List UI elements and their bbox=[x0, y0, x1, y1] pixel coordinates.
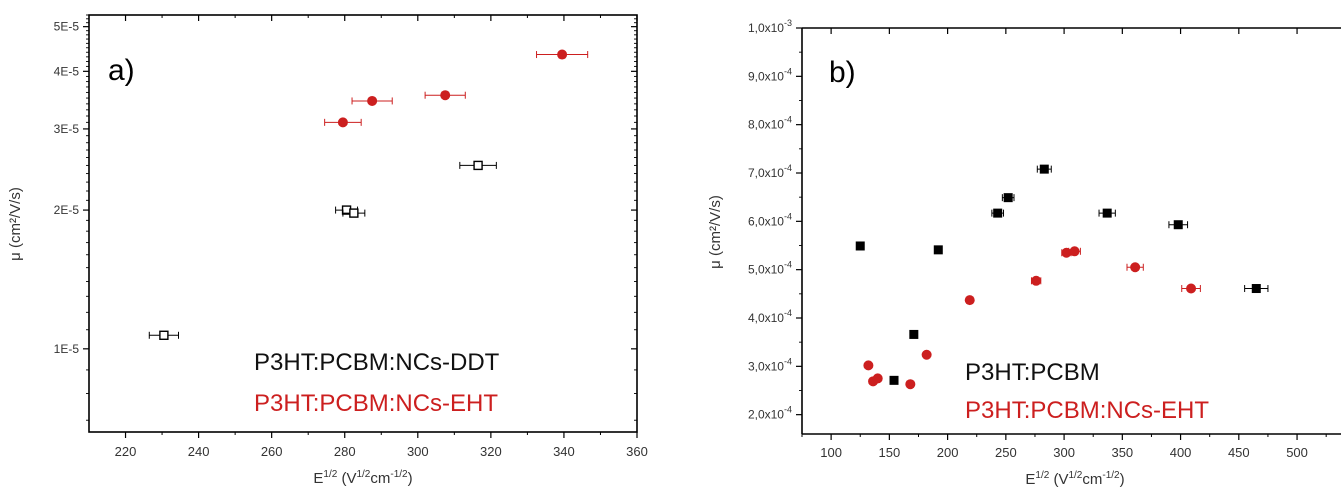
panel-b-y-tick-label: 8,0x10-4 bbox=[748, 115, 792, 132]
panel-a-y-tick-label: 3E-5 bbox=[54, 122, 80, 136]
panel-b-eht-point bbox=[1186, 283, 1197, 294]
panel-a: 220 240 260 280 300 320 340 360 1E-5 2E-5 3E-5 4E-5… bbox=[7, 14, 648, 487]
panel-a-eht-point bbox=[337, 117, 348, 128]
panel-b-x-tick-label: 400 bbox=[1170, 445, 1192, 460]
panel-b-y-tick-label: 4,0x10-4 bbox=[748, 308, 792, 325]
panel-a-eht-point bbox=[440, 90, 451, 101]
panel-b-eht-point bbox=[921, 349, 932, 360]
panel-b-p3ht-pcbm-point bbox=[993, 208, 1003, 218]
panel-b-legend-eht: P3HT:PCBM:NCs-EHT bbox=[965, 397, 1209, 424]
panel-a-ticks: 220 240 260 280 300 320 340 360 1E-5 2E-5 3E-5 4E-5… bbox=[54, 14, 648, 459]
panel-b-p3ht-pcbm-point bbox=[1102, 208, 1112, 218]
panel-b-label: b) bbox=[829, 56, 856, 89]
panel-b-p3ht-pcbm-point bbox=[1003, 193, 1013, 203]
panel-b-eht-point bbox=[1130, 262, 1141, 273]
panel-a-y-axis-label: μ (cm²/V/s) bbox=[7, 187, 24, 261]
panel-b-eht-point bbox=[872, 373, 883, 384]
panel-a-y-tick-label: 5E-5 bbox=[54, 20, 80, 34]
panel-b-p3ht-pcbm-point bbox=[933, 245, 943, 255]
panel-b-y-tick-label: 5,0x10-4 bbox=[748, 260, 792, 277]
panel-a-x-tick-label: 240 bbox=[188, 444, 210, 459]
panel-b-x-tick-label: 100 bbox=[820, 445, 842, 460]
panel-b-ticks: 100 150 200 250 300 350 400 450 500 2,0x10-4 3,0x1… bbox=[748, 18, 1327, 460]
panel-b: 100 150 200 250 300 350 400 450 500 2,0x10-4 3,0x1… bbox=[707, 18, 1341, 488]
panel-a-eht-point bbox=[557, 49, 568, 60]
panel-b-eht-point bbox=[1069, 246, 1080, 257]
panel-b-y-tick-label: 2,0x10-4 bbox=[748, 405, 792, 422]
panel-b-legend-p3ht-pcbm: P3HT:PCBM bbox=[965, 359, 1100, 386]
panel-b-y-tick-label: 6,0x10-4 bbox=[748, 211, 792, 228]
panel-b-p3ht-pcbm-point bbox=[1173, 220, 1183, 230]
panel-a-eht-point bbox=[367, 95, 378, 106]
panel-a-y-tick-label: 4E-5 bbox=[54, 64, 80, 78]
panel-a-marks bbox=[148, 49, 589, 340]
panel-b-p3ht-pcbm-point bbox=[909, 329, 919, 339]
panel-b-p3ht-pcbm-point bbox=[889, 375, 899, 385]
panel-b-x-axis-label: E1/2 (V1/2cm-1/2) bbox=[1025, 470, 1124, 488]
panel-b-x-tick-label: 150 bbox=[879, 445, 901, 460]
panel-b-p3ht-pcbm-point bbox=[1039, 164, 1049, 174]
panel-a-x-tick-label: 360 bbox=[626, 444, 648, 459]
panel-b-x-tick-label: 250 bbox=[995, 445, 1017, 460]
panel-b-x-tick-label: 500 bbox=[1286, 445, 1308, 460]
panel-a-ddt-point bbox=[473, 160, 483, 171]
panel-a-x-tick-label: 280 bbox=[334, 444, 356, 459]
panel-b-p3ht-pcbm-point bbox=[1251, 284, 1261, 294]
panel-a-ddt-point bbox=[349, 208, 359, 218]
panel-a-plot-frame bbox=[88, 14, 638, 433]
panel-b-eht-point bbox=[964, 295, 975, 306]
panel-b-y-tick-label: 7,0x10-4 bbox=[748, 163, 792, 180]
panel-a-x-tick-label: 340 bbox=[553, 444, 575, 459]
panel-a-y-tick-label: 2E-5 bbox=[54, 203, 80, 217]
panel-b-x-tick-label: 200 bbox=[937, 445, 959, 460]
panel-b-eht-point bbox=[905, 379, 916, 390]
panel-a-x-tick-label: 260 bbox=[261, 444, 283, 459]
panel-a-ddt-point bbox=[159, 330, 169, 340]
panel-b-x-tick-label: 300 bbox=[1053, 445, 1075, 460]
panel-b-p3ht-pcbm-point bbox=[855, 241, 865, 251]
panel-a-label: a) bbox=[108, 54, 135, 87]
panel-b-y-tick-label: 1,0x10-3 bbox=[748, 18, 792, 35]
panel-b-marks bbox=[855, 164, 1269, 390]
panel-b-x-tick-label: 350 bbox=[1111, 445, 1133, 460]
panel-a-y-tick-label: 1E-5 bbox=[54, 342, 80, 356]
panel-a-x-tick-label: 320 bbox=[480, 444, 502, 459]
panel-a-legend-ddt: P3HT:PCBM:NCs-DDT bbox=[254, 349, 500, 376]
panel-b-y-tick-label: 9,0x10-4 bbox=[748, 66, 792, 83]
panel-a-x-axis-label: E1/2 (V1/2cm-1/2) bbox=[313, 469, 412, 487]
panel-a-x-tick-label: 300 bbox=[407, 444, 429, 459]
panel-b-y-tick-label: 3,0x10-4 bbox=[748, 356, 792, 373]
panel-b-eht-point bbox=[863, 360, 874, 371]
panel-b-y-axis-label: μ (cm²/V/s) bbox=[707, 195, 724, 269]
panel-b-x-tick-label: 450 bbox=[1228, 445, 1250, 460]
panel-a-legend-eht: P3HT:PCBM:NCs-EHT bbox=[254, 390, 498, 417]
panel-b-eht-point bbox=[1031, 275, 1042, 286]
panel-a-x-tick-label: 220 bbox=[115, 444, 137, 459]
